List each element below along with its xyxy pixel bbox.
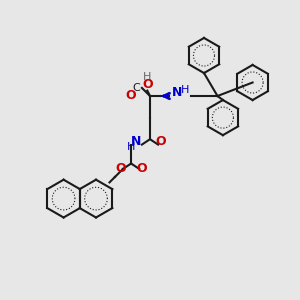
Text: N: N [172,86,182,99]
Text: O: O [136,162,147,175]
Text: O: O [155,135,166,148]
Text: N: N [131,135,142,148]
Text: H: H [143,72,152,82]
Text: O: O [126,89,136,102]
Text: O: O [115,162,126,175]
Text: H: H [127,142,135,152]
Text: O: O [142,78,153,91]
Text: H: H [181,85,189,95]
Text: C: C [133,82,140,93]
